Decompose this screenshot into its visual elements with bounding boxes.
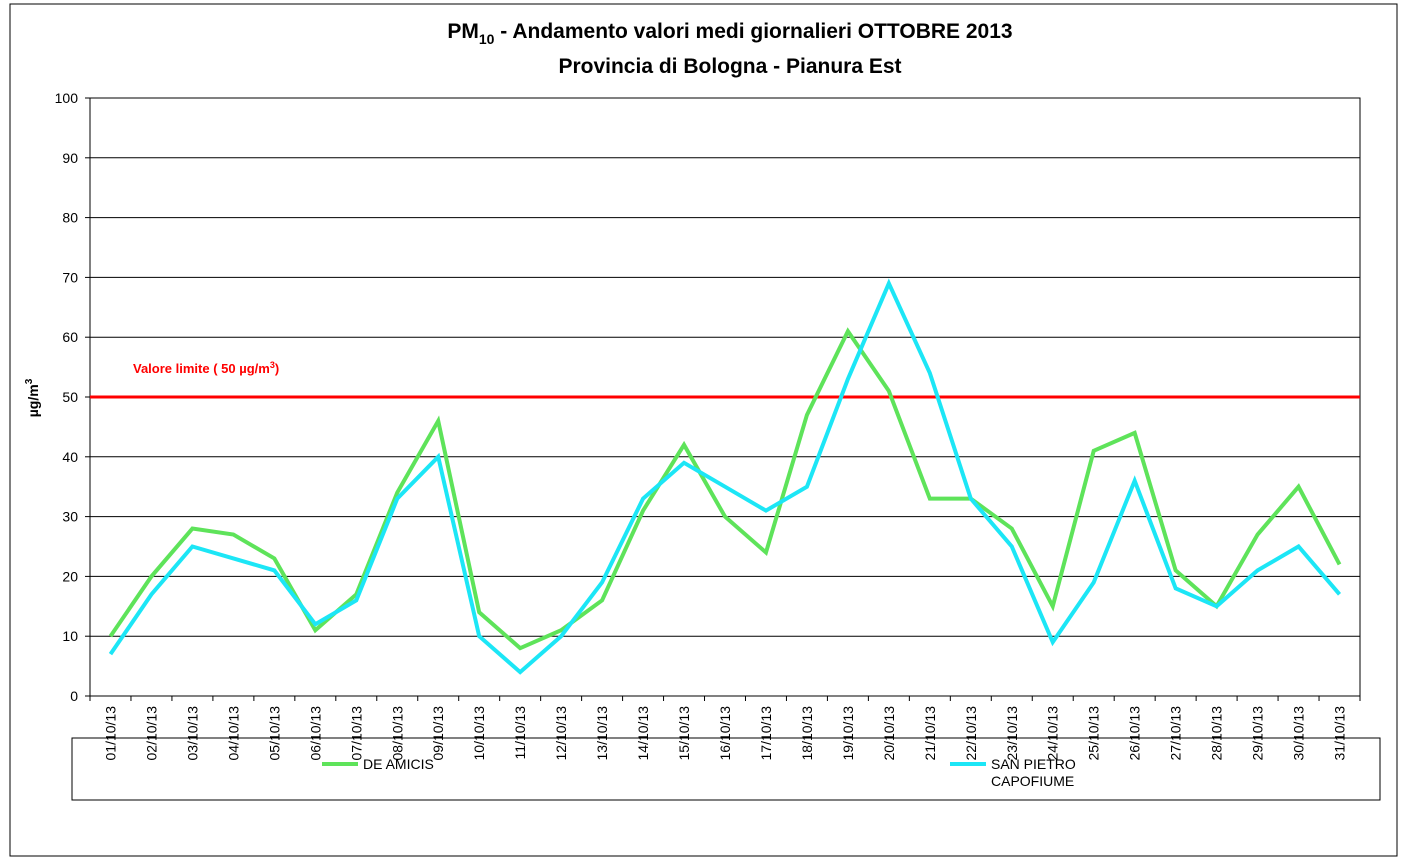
x-tick-label: 06/10/13 [307,706,323,761]
x-tick-label: 21/10/13 [922,706,938,761]
x-tick-label: 31/10/13 [1332,706,1348,761]
y-tick-label: 30 [62,509,78,525]
chart-border [9,3,1398,857]
chart-subtitle: Provincia di Bologna - Pianura Est [558,55,901,78]
title-rest: - Andamento valori medi giornalieri OTTO… [494,20,1012,43]
x-tick-label: 29/10/13 [1250,706,1266,761]
legend-label: SAN PIETRO CAPOFIUME [991,756,1076,789]
y-tick-label: 20 [62,568,78,584]
x-tick-label: 17/10/13 [758,706,774,761]
y-axis-label: µg/m3 [24,378,41,417]
y-label-main: µg/m [25,384,41,417]
y-tick-label: 60 [62,329,78,345]
x-tick-label: 10/10/13 [471,706,487,761]
x-tick-label: 01/10/13 [102,706,118,761]
y-tick-label: 70 [62,269,78,285]
legend-box [71,737,1381,801]
x-tick-label: 22/10/13 [963,706,979,761]
limit-label: Valore limite ( 50 µg/m3) [133,360,279,376]
x-tick-label: 23/10/13 [1004,706,1020,761]
x-tick-label: 16/10/13 [717,706,733,761]
x-tick-label: 13/10/13 [594,706,610,761]
x-tick-label: 20/10/13 [881,706,897,761]
title-main: PM [447,20,479,43]
limit-label-end: ) [275,361,279,376]
x-tick-label: 05/10/13 [266,706,282,761]
x-tick-label: 15/10/13 [676,706,692,761]
title-sub: 10 [479,31,495,47]
x-tick-label: 26/10/13 [1127,706,1143,761]
x-tick-label: 24/10/13 [1045,706,1061,761]
x-tick-label: 08/10/13 [389,706,405,761]
y-tick-label: 100 [55,90,79,106]
y-tick-label: 10 [62,628,78,644]
x-tick-label: 02/10/13 [143,706,159,761]
chart-title: PM10 - Andamento valori medi giornalieri… [447,20,1012,47]
x-tick-label: 25/10/13 [1086,706,1102,761]
x-tick-label: 19/10/13 [840,706,856,761]
x-tick-label: 12/10/13 [553,706,569,761]
limit-label-sup: 3 [270,360,275,370]
y-tick-label: 0 [70,688,78,704]
y-tick-label: 50 [62,389,78,405]
x-tick-label: 09/10/13 [430,706,446,761]
limit-label-main: Valore limite ( 50 µg/m [133,361,270,376]
x-tick-label: 07/10/13 [348,706,364,761]
series-line [108,278,1342,675]
x-tick-label: 04/10/13 [225,706,241,761]
x-tick-label: 14/10/13 [635,706,651,761]
x-tick-label: 18/10/13 [799,706,815,761]
x-tick-label: 28/10/13 [1209,706,1225,761]
x-tick-label: 11/10/13 [512,706,528,760]
y-tick-label: 80 [62,210,78,226]
x-tick-label: 27/10/13 [1168,706,1184,761]
y-tick-label: 40 [62,449,78,465]
x-tick-label: 03/10/13 [184,706,200,761]
y-label-sup: 3 [24,378,35,384]
x-tick-label: 30/10/13 [1291,706,1307,761]
y-tick-label: 90 [62,150,78,166]
legend-label: DE AMICIS [363,756,434,772]
series-line [108,327,1342,651]
